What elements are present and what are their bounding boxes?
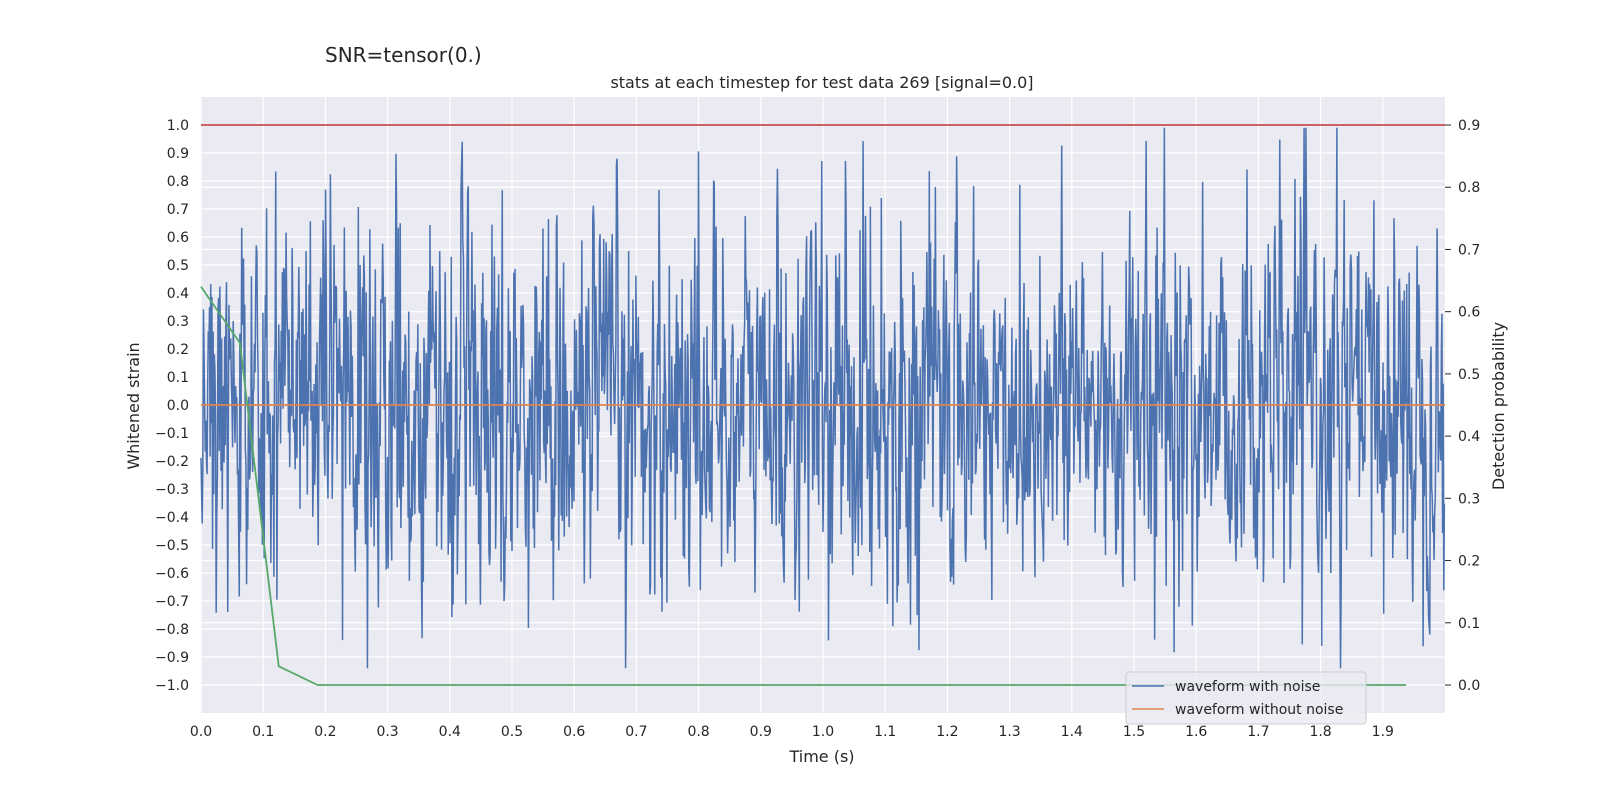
- y2-axis-label: Detection probability: [1489, 322, 1508, 490]
- series-waveform-with-noise: [200, 127, 1446, 669]
- legend: waveform with noise waveform without noi…: [1125, 671, 1367, 725]
- y-tick-label: −0.9: [155, 650, 189, 666]
- y2-tick-label: 0.5: [1458, 367, 1480, 383]
- x-tick-label: 0.2: [314, 724, 336, 740]
- y-tick-label: −0.7: [155, 594, 189, 610]
- y2-tick-label: 0.2: [1458, 554, 1480, 570]
- y2-tick-label: 0.6: [1458, 305, 1480, 321]
- x-tick-label: 0.8: [687, 724, 709, 740]
- x-tick-label: 1.3: [998, 724, 1020, 740]
- y-tick-label: 0.2: [167, 342, 189, 358]
- x-tick-label: 1.6: [1185, 724, 1207, 740]
- x-tick-label: 0.6: [563, 724, 585, 740]
- x-tick-label: 0.7: [625, 724, 647, 740]
- y-tick-label: 0.0: [167, 398, 189, 414]
- y-tick-label: −0.2: [155, 454, 189, 470]
- y-axis-label: Whitened strain: [124, 342, 143, 469]
- y-tick-label: −0.8: [155, 622, 189, 638]
- x-tick-label: 1.8: [1309, 724, 1331, 740]
- x-tick-label: 1.4: [1061, 724, 1083, 740]
- y2-tick-label: 0.3: [1458, 491, 1480, 507]
- y2-tick-label: 0.0: [1458, 678, 1480, 694]
- y2-tick-label: 0.1: [1458, 616, 1480, 632]
- y-tick-label: 1.0: [167, 118, 189, 134]
- series-detection-probability: [200, 286, 1407, 686]
- y2-tick-label: 0.8: [1458, 180, 1480, 196]
- chart-suptitle: SNR=tensor(0.): [325, 43, 482, 67]
- x-tick-label: 0.1: [252, 724, 274, 740]
- x-tick-label: 0.9: [750, 724, 772, 740]
- y2-tick-label: 0.4: [1458, 429, 1480, 445]
- x-tick-label: 1.0: [812, 724, 834, 740]
- legend-label-noisy: waveform with noise: [1175, 679, 1320, 695]
- chart-title: stats at each timestep for test data 269…: [610, 73, 1033, 92]
- y-tick-label: −0.1: [155, 426, 189, 442]
- left-axis-ticks: 1.0 0.9 0.8 0.7 0.6 0.5 0.4 0.3 0.2 0.1 0.0 −0.1 −0.…: [155, 118, 189, 694]
- y-tick-label: 0.9: [167, 146, 189, 162]
- x-tick-label: 1.1: [874, 724, 896, 740]
- y-tick-label: 0.5: [167, 258, 189, 274]
- right-axis-ticks: 0.9 0.8 0.7 0.6 0.5 0.4 0.3 0.2 0.1 0.0: [1445, 118, 1480, 694]
- y-tick-label: −0.5: [155, 538, 189, 554]
- y-tick-label: 0.1: [167, 370, 189, 386]
- y-tick-label: 0.6: [167, 230, 189, 246]
- x-tick-label: 1.9: [1372, 724, 1394, 740]
- y-tick-label: 0.3: [167, 314, 189, 330]
- y-tick-label: −0.3: [155, 482, 189, 498]
- legend-box: [1125, 671, 1367, 725]
- x-axis-label: Time (s): [788, 747, 854, 766]
- legend-label-clean: waveform without noise: [1175, 702, 1343, 718]
- series-layer: [200, 124, 1446, 686]
- y-tick-label: −1.0: [155, 678, 189, 694]
- x-tick-label: 1.7: [1247, 724, 1269, 740]
- y-tick-label: −0.6: [155, 566, 189, 582]
- x-tick-label: 1.5: [1123, 724, 1145, 740]
- bottom-axis-ticks: 0.0 0.1 0.2 0.3 0.4 0.5 0.6 0.7 0.8 0.9 1.0 1.1 1.2 1…: [190, 724, 1394, 740]
- y-tick-label: 0.4: [167, 286, 189, 302]
- x-tick-label: 0.4: [439, 724, 461, 740]
- x-tick-label: 0.5: [501, 724, 523, 740]
- y2-tick-label: 0.9: [1458, 118, 1480, 134]
- x-tick-label: 1.2: [936, 724, 958, 740]
- x-tick-label: 0.3: [376, 724, 398, 740]
- y-tick-label: −0.4: [155, 510, 189, 526]
- y2-tick-label: 0.7: [1458, 242, 1480, 258]
- y-tick-label: 0.8: [167, 174, 189, 190]
- x-tick-label: 0.0: [190, 724, 212, 740]
- y-tick-label: 0.7: [167, 202, 189, 218]
